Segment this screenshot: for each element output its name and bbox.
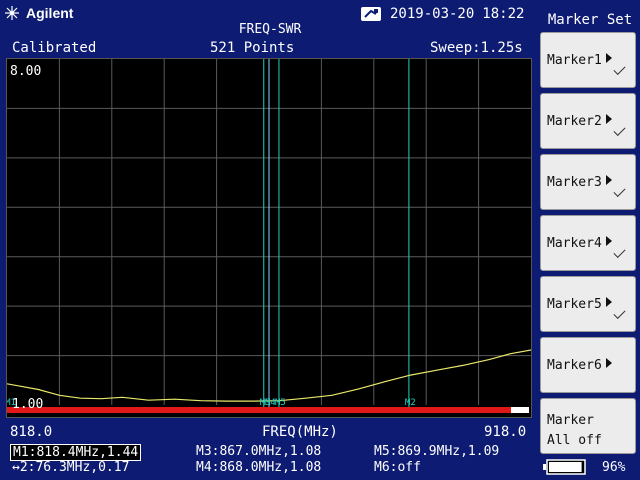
marker-tag-m1: M1 (7, 398, 16, 408)
checkmark-icon (613, 184, 626, 198)
battery-level-fill (549, 462, 582, 472)
marker-all-off-softkey[interactable]: Marker All off (540, 398, 636, 454)
time-text: 18:22 (482, 6, 525, 22)
marker5-readout: M5:869.9MHz,1.09 (374, 444, 500, 459)
x-axis-start-label: 818.0 (10, 424, 53, 440)
marker4-readout: M4:868.0MHz,1.08 (196, 460, 322, 475)
softkey-label: Marker All off (547, 411, 602, 451)
swr-trace-line (7, 349, 531, 402)
brand-name: Agilent (26, 5, 74, 21)
y-axis-top-label: 8.00 (10, 64, 42, 79)
softkey-label: Marker5 (547, 297, 602, 312)
checkmark-icon (613, 123, 626, 137)
softkey-label: Marker1 (547, 53, 602, 68)
softkey-label-line2: All off (547, 433, 602, 448)
date-text: 2019-03-20 (390, 6, 475, 22)
softkey-label-line1: Marker (547, 413, 594, 428)
agilent-spark-icon (5, 6, 19, 20)
submenu-arrow-icon (606, 297, 612, 307)
battery-icon (543, 459, 586, 475)
submenu-arrow-icon (606, 236, 612, 246)
checkmark-icon (613, 245, 626, 259)
swr-plot[interactable]: M1 M3 M4 M5 M2 (6, 58, 532, 418)
marker1-softkey[interactable]: Marker1 (540, 32, 636, 88)
x-axis-unit-label: FREQ(MHz) (262, 424, 338, 440)
softkey-label: Marker2 (547, 114, 602, 129)
marker-tag-m2: M2 (405, 398, 416, 408)
usb-storage-icon (361, 7, 381, 21)
battery-percent: 96% (602, 460, 626, 475)
softkey-label: Marker4 (547, 236, 602, 251)
delta-marker-readout: ↔2:76.3MHz,0.17 (12, 460, 130, 475)
softkey-label: Marker6 (547, 358, 602, 373)
marker4-softkey[interactable]: Marker4 (540, 215, 636, 271)
sweep-status: Sweep:1.25s (430, 40, 523, 56)
marker5-softkey[interactable]: Marker5 (540, 276, 636, 332)
marker-tag-m3: M3 (260, 398, 271, 408)
checkmark-icon (613, 62, 626, 76)
marker2-softkey[interactable]: Marker2 (540, 93, 636, 149)
marker3-softkey[interactable]: Marker3 (540, 154, 636, 210)
marker-tag-m4: M4 (265, 398, 276, 408)
calibration-status: Calibrated (12, 40, 97, 56)
y-axis-bottom-label: 1.00 (12, 397, 44, 412)
softkey-panel-title: Marker Set (547, 12, 633, 28)
softkey-label: Marker3 (547, 175, 602, 190)
brand-logo-block: Agilent (4, 2, 73, 24)
x-axis-stop-label: 918.0 (484, 424, 527, 440)
marker3-readout: M3:867.0MHz,1.08 (196, 444, 322, 459)
marker6-softkey[interactable]: Marker6 (540, 337, 636, 393)
submenu-arrow-icon (606, 53, 612, 63)
marker-tag-m5: M5 (275, 398, 286, 408)
datetime-block: 2019-03-20 18:22 (360, 4, 524, 24)
submenu-arrow-icon (606, 175, 612, 185)
marker6-readout: M6:off (374, 460, 421, 475)
points-status: 521 Points (210, 40, 295, 56)
sweep-range-bar (7, 407, 511, 413)
checkmark-icon (613, 306, 626, 320)
submenu-arrow-icon (606, 114, 612, 124)
sweep-range-end (511, 407, 529, 413)
submenu-arrow-icon (606, 358, 612, 368)
marker1-readout[interactable]: M1:818.4MHz,1.44 (10, 444, 142, 461)
measurement-mode-title: FREQ-SWR (238, 22, 302, 37)
